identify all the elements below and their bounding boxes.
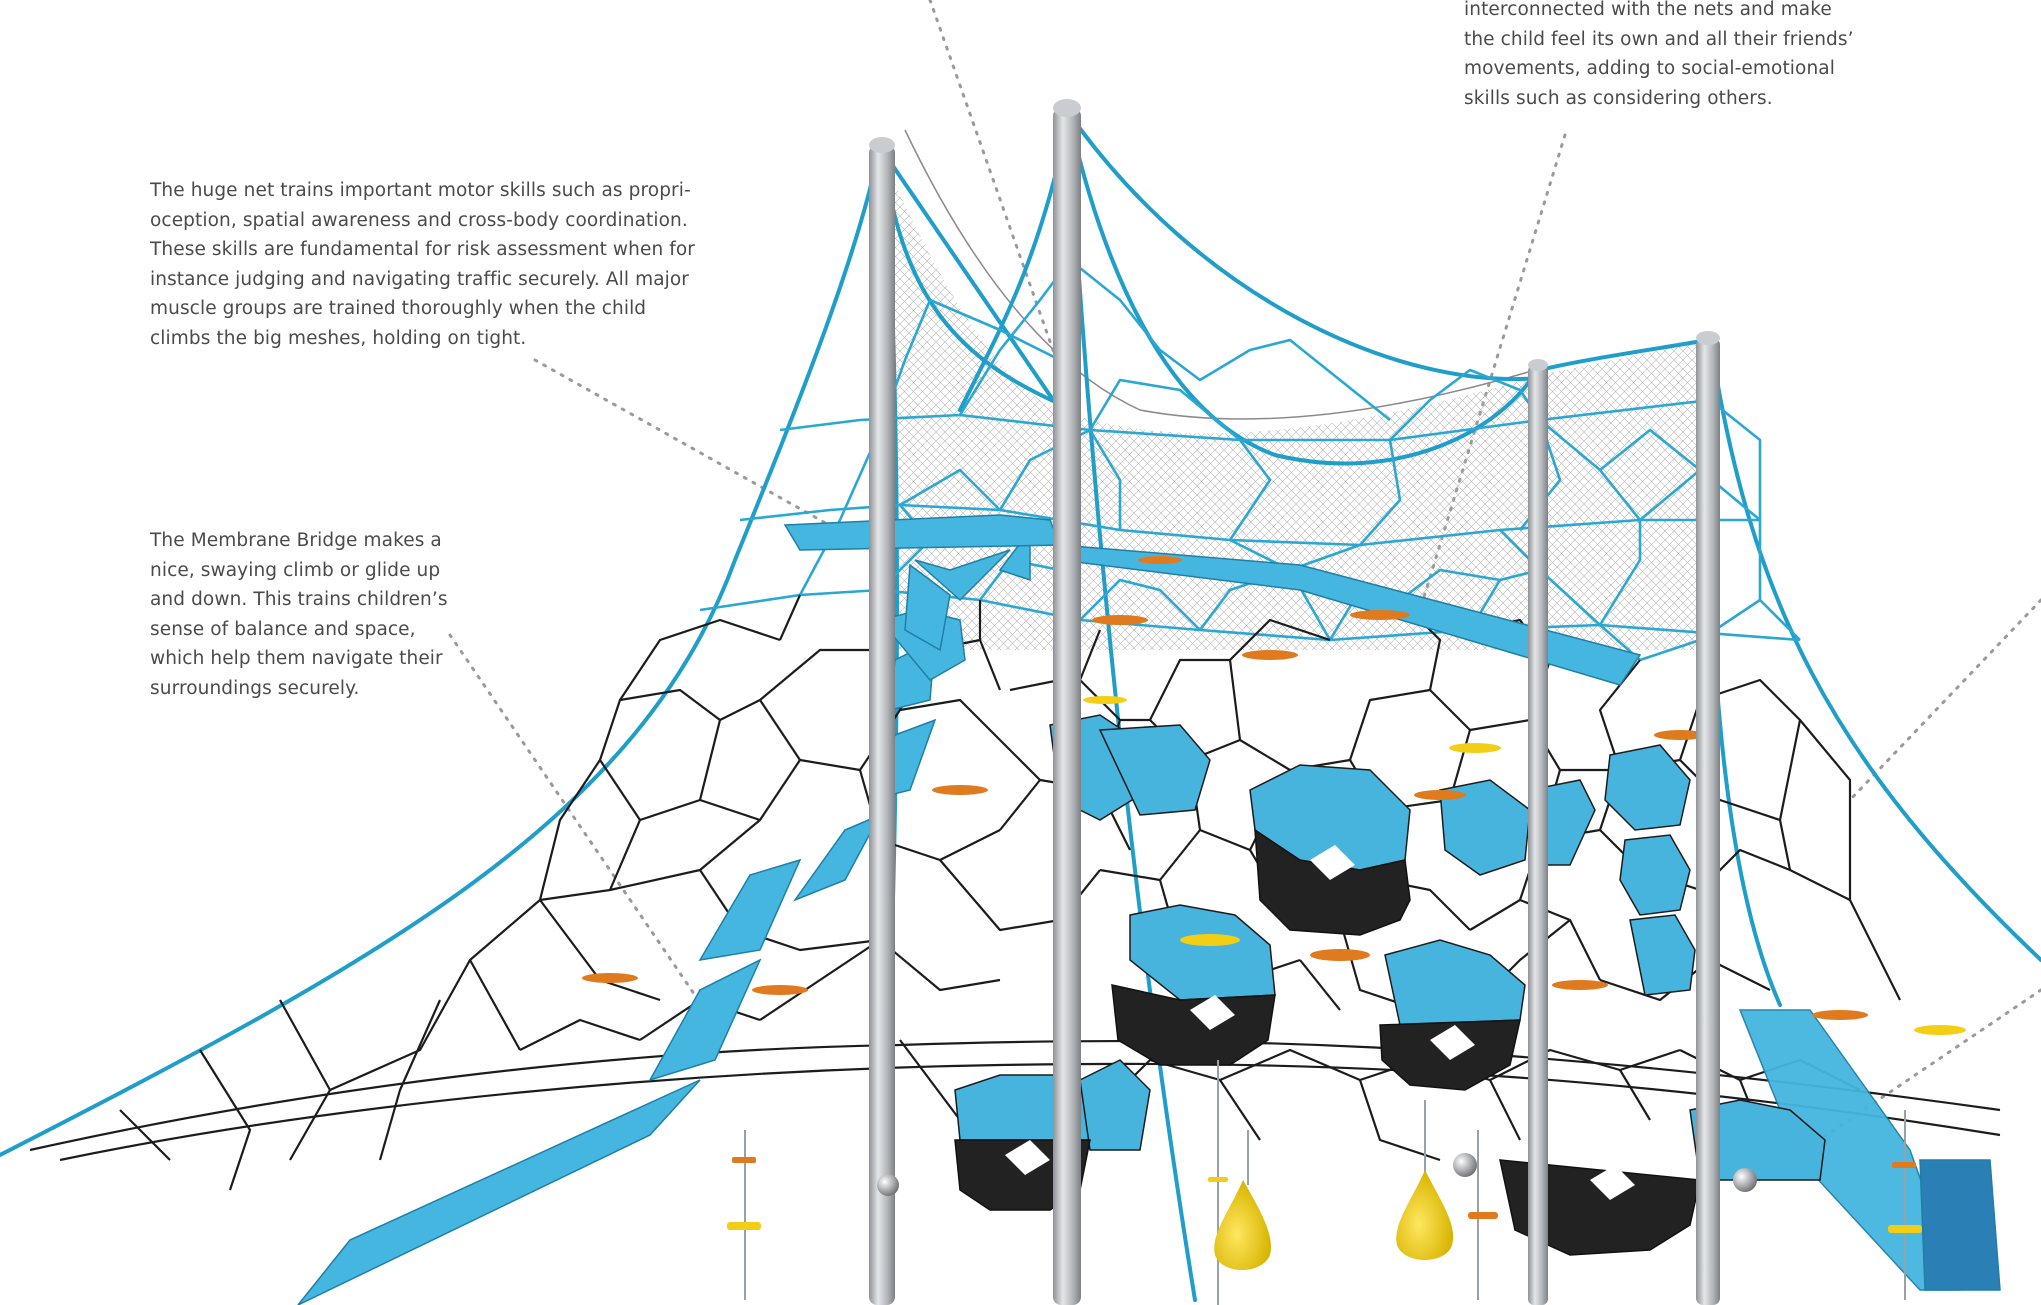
interconnected-line-3: movements, adding to social-emotional bbox=[1464, 58, 1835, 79]
net-skills-caption: The huge net trains important motor skil… bbox=[150, 176, 695, 353]
membrane-bridge-line-2: nice, swaying climb or glide up bbox=[150, 559, 441, 581]
stepping-pads bbox=[582, 556, 1966, 1035]
net-skills-line-4: instance judging and navigating traffic … bbox=[150, 268, 690, 290]
net-skills-line-1: The huge net trains important motor skil… bbox=[150, 180, 691, 201]
hanging-elements bbox=[744, 1060, 1906, 1305]
membrane-bridge bbox=[297, 514, 2001, 1305]
interconnected-caption: interconnected with the nets and make th… bbox=[1464, 0, 1854, 113]
swing-seats bbox=[727, 1157, 1922, 1233]
membrane-bridge-line-5: which help them navigate their bbox=[150, 648, 443, 669]
steel-poles bbox=[869, 99, 1720, 1305]
membrane-bridge-caption: The Membrane Bridge makes a nice, swayin… bbox=[150, 526, 448, 703]
hex-cells bbox=[954, 714, 1826, 1181]
interconnected-line-2: the child feel its own and all their fri… bbox=[1464, 28, 1854, 50]
cube-openings bbox=[1005, 845, 1635, 1200]
membrane-bridge-line-4: sense of balance and space, bbox=[150, 618, 416, 640]
membrane-bridge-line-6: surroundings securely. bbox=[150, 677, 360, 699]
membrane-bridge-line-3: and down. This trains children’s bbox=[150, 589, 448, 610]
net-skills-line-5: muscle groups are trained thoroughly whe… bbox=[150, 298, 647, 319]
bells bbox=[877, 1153, 1757, 1270]
interconnected-line-4: skills such as considering others. bbox=[1464, 87, 1773, 109]
net-skills-line-2: oception, spatial awareness and cross-bo… bbox=[150, 209, 688, 231]
membrane-bridge-line-1: The Membrane Bridge makes a bbox=[150, 530, 442, 551]
interconnected-line-1: interconnected with the nets and make bbox=[1464, 0, 1832, 20]
net-skills-line-6: climbs the big meshes, holding on tight. bbox=[150, 327, 527, 349]
net-skills-line-3: These skills are fundamental for risk as… bbox=[150, 239, 695, 260]
